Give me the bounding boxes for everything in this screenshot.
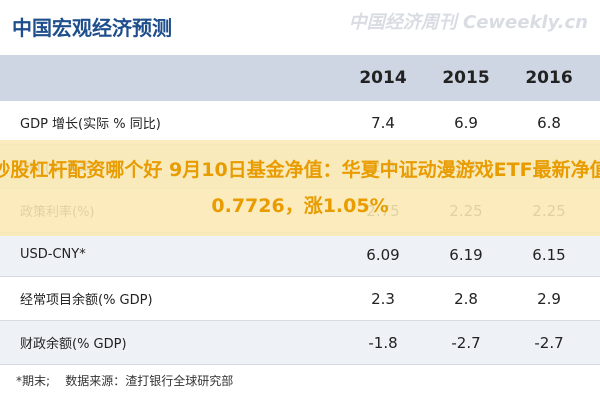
cell-value: 2.8 bbox=[454, 289, 478, 308]
column-header: 2016 bbox=[525, 68, 573, 88]
cell-value: 6.15 bbox=[532, 245, 566, 264]
title: 中国宏观经济预测 bbox=[12, 16, 172, 40]
cell-value: 7.4 bbox=[371, 113, 395, 132]
cell-value: 6.9 bbox=[454, 113, 478, 132]
footnote: *期末; 数据来源：渣打银行全球研究部 bbox=[16, 374, 234, 388]
watermark: 中国经济周刊 Ceweekly.cn bbox=[348, 12, 588, 33]
table-row: 财政余额(% GDP) -1.8 -2.7 -2.7 bbox=[0, 321, 600, 365]
column-header: 2014 bbox=[359, 68, 407, 88]
row-label: GDP 增长(实际 % 同比) bbox=[20, 117, 161, 132]
cell-value: -2.7 bbox=[534, 333, 564, 352]
table-row: USD-CNY* 6.09 6.19 6.15 bbox=[0, 233, 600, 277]
overlay-banner: 炒股杠杆配资哪个好 9月10日基金净值：华夏中证动漫游戏ETF最新净值0.772… bbox=[0, 140, 600, 236]
cell-value: 6.09 bbox=[366, 245, 400, 264]
row-label: USD-CNY* bbox=[20, 247, 86, 262]
cell-value: 2.3 bbox=[371, 289, 395, 308]
header-row: 2014 2015 2016 bbox=[0, 55, 600, 101]
row-label: 财政余额(% GDP) bbox=[20, 337, 127, 352]
headline: 炒股杠杆配资哪个好 9月10日基金净值：华夏中证动漫游戏ETF最新净值0.772… bbox=[0, 159, 600, 217]
row-label: 经常项目余额(% GDP) bbox=[20, 293, 153, 308]
cell-value: 6.19 bbox=[449, 245, 483, 264]
cell-value: -2.7 bbox=[451, 333, 481, 352]
cell-value: 2.9 bbox=[537, 289, 561, 308]
column-header: 2015 bbox=[442, 68, 490, 88]
table-row: 经常项目余额(% GDP) 2.3 2.8 2.9 bbox=[0, 277, 600, 321]
cell-value: -1.8 bbox=[368, 333, 398, 352]
cell-value: 6.8 bbox=[537, 113, 561, 132]
table-row: GDP 增长(实际 % 同比) 7.4 6.9 6.8 bbox=[0, 101, 600, 145]
